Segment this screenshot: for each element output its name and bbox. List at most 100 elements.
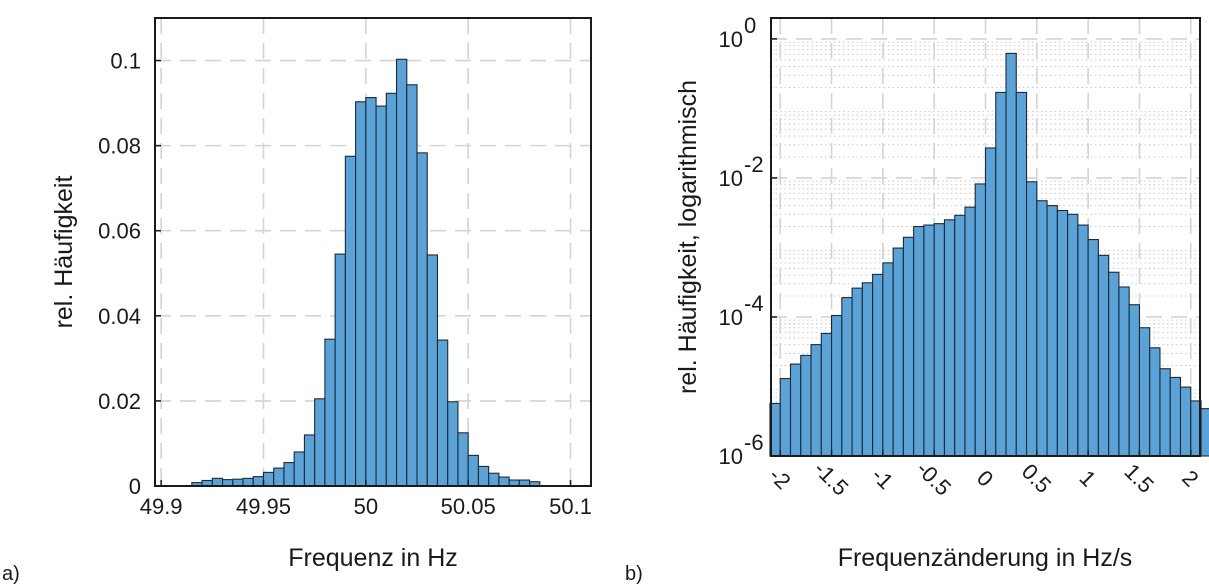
y-tick-label-a: 0.1 — [110, 49, 141, 74]
histogram-bar — [789, 363, 802, 457]
histogram-bar — [344, 155, 357, 487]
histogram-bar — [273, 467, 285, 487]
histogram-bar — [416, 152, 428, 487]
y-tick-label-b: 10 — [719, 444, 743, 469]
x-tick-label-a: 49.9 — [140, 494, 183, 519]
panel-label-b: b) — [625, 563, 643, 585]
y-tick-exponent-b: -4 — [744, 291, 764, 316]
x-axis-label-a: Frequenz in Hz — [288, 544, 458, 572]
histogram-bar — [1067, 213, 1079, 457]
y-tick-label-a: 0.08 — [98, 134, 141, 159]
histogram-frequency-panel: 49.9 49.95 50 50.05 50.1 0 0.02 0.04 0.06 0.08 0.… — [2, 17, 592, 585]
plot-frame-a — [154, 17, 592, 487]
histogram-bar — [1005, 52, 1017, 457]
histogram-bar — [283, 462, 295, 487]
x-tick-label-b: 1.5 — [1119, 459, 1158, 498]
histogram-bar — [902, 236, 915, 457]
histogram-bar — [242, 477, 254, 487]
x-tick-label-a: 49.95 — [236, 494, 291, 519]
y-tick-label-a: 0.02 — [98, 389, 141, 414]
bars-a — [191, 58, 541, 487]
histogram-bar — [457, 432, 469, 487]
histogram-bar — [211, 477, 224, 487]
histogram-bar — [913, 225, 925, 457]
y-tick-label-a: 0.04 — [98, 304, 141, 329]
histogram-bar — [810, 344, 822, 457]
histogram-bar — [1015, 91, 1028, 457]
histogram-bar — [426, 254, 439, 487]
y-tick-labels-a: 0 0.02 0.04 0.06 0.08 0.1 — [98, 49, 161, 499]
histogram-bar — [395, 58, 408, 487]
histogram-bar — [831, 314, 843, 457]
histogram-bar — [1056, 209, 1069, 457]
y-tick-exponent-b: -6 — [744, 430, 764, 455]
x-tick-labels-a: 49.9 49.95 50 50.05 50.1 — [140, 480, 592, 519]
histogram-bar — [892, 247, 904, 457]
histogram-bar — [293, 451, 305, 487]
histogram-bar — [1169, 376, 1182, 457]
histogram-bar — [933, 223, 945, 457]
histogram-bar — [498, 476, 510, 487]
histogram-bar — [984, 147, 997, 457]
x-tick-label-b: -1 — [867, 463, 899, 495]
histogram-bar — [1179, 386, 1192, 457]
histogram-bar — [1149, 347, 1161, 457]
x-axis-label-b: Frequenzänderung in Hz/s — [838, 544, 1133, 572]
histogram-bar — [324, 338, 336, 487]
histogram-bar — [314, 398, 326, 487]
histogram-bar — [334, 253, 346, 487]
histogram-bar — [477, 465, 490, 487]
y-tick-exponent-b: -2 — [744, 152, 764, 177]
y-tick-label-a: 0.06 — [98, 219, 141, 244]
histogram-bar — [1046, 205, 1058, 457]
histogram-bar — [436, 339, 449, 487]
x-tick-label-b: 2 — [1177, 465, 1203, 491]
histogram-bar — [974, 183, 987, 457]
histogram-bar — [1200, 408, 1209, 457]
y-tick-label-b: 10 — [719, 27, 743, 52]
histogram-bar — [406, 84, 418, 487]
x-tick-label-b: -1.5 — [809, 456, 853, 500]
x-tick-label-b: -2 — [764, 463, 796, 495]
y-tick-exponent-b: 0 — [744, 13, 756, 38]
histogram-bar — [385, 92, 398, 487]
bars-b — [769, 52, 1209, 457]
histogram-bar — [882, 262, 894, 457]
histogram-bar — [488, 472, 500, 487]
histogram-bar — [851, 287, 863, 457]
histogram-bar — [954, 214, 966, 457]
histogram-bar — [841, 297, 853, 457]
y-tick-label-b: 10 — [719, 305, 743, 330]
histogram-bar — [872, 273, 884, 457]
histogram-bar — [1087, 238, 1099, 457]
y-axis-label-a: rel. Häufigkeit — [50, 176, 78, 329]
histogram-bar — [303, 434, 316, 487]
y-tick-label-a: 0 — [129, 474, 141, 499]
histogram-bar — [1097, 254, 1110, 457]
histogram-bar — [1026, 181, 1038, 457]
histogram-bar — [923, 224, 935, 457]
x-tick-label-b: -0.5 — [912, 456, 956, 500]
histogram-bar — [1108, 271, 1120, 457]
histogram-bar — [447, 401, 459, 487]
histogram-bar — [375, 105, 387, 487]
histogram-bar — [995, 91, 1007, 457]
histogram-bar — [1128, 304, 1140, 457]
x-tick-labels-b: -2 -1.5 -1 -0.5 0 0.5 1 1.5 2 — [764, 450, 1204, 501]
x-tick-label-a: 50.05 — [441, 494, 496, 519]
histogram-bar — [365, 97, 377, 487]
histogram-bar — [232, 478, 244, 487]
histogram-bar — [964, 206, 976, 457]
y-axis-label-b: rel. Häufigkeit, logarithmisch — [674, 80, 702, 394]
histogram-bar — [262, 471, 275, 487]
panel-label-a: a) — [2, 563, 20, 585]
x-tick-label-b: 1 — [1075, 465, 1101, 491]
histogram-bar — [1118, 286, 1130, 457]
histogram-bar — [943, 219, 956, 457]
y-tick-label-b: 10 — [719, 166, 743, 191]
x-tick-label-b: 0 — [972, 465, 998, 491]
histogram-bar — [467, 454, 479, 487]
histogram-bar — [820, 332, 833, 457]
histogram-bar — [355, 101, 367, 487]
